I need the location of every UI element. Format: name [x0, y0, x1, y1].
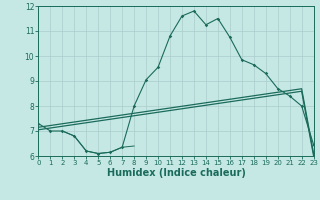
X-axis label: Humidex (Indice chaleur): Humidex (Indice chaleur): [107, 168, 245, 178]
